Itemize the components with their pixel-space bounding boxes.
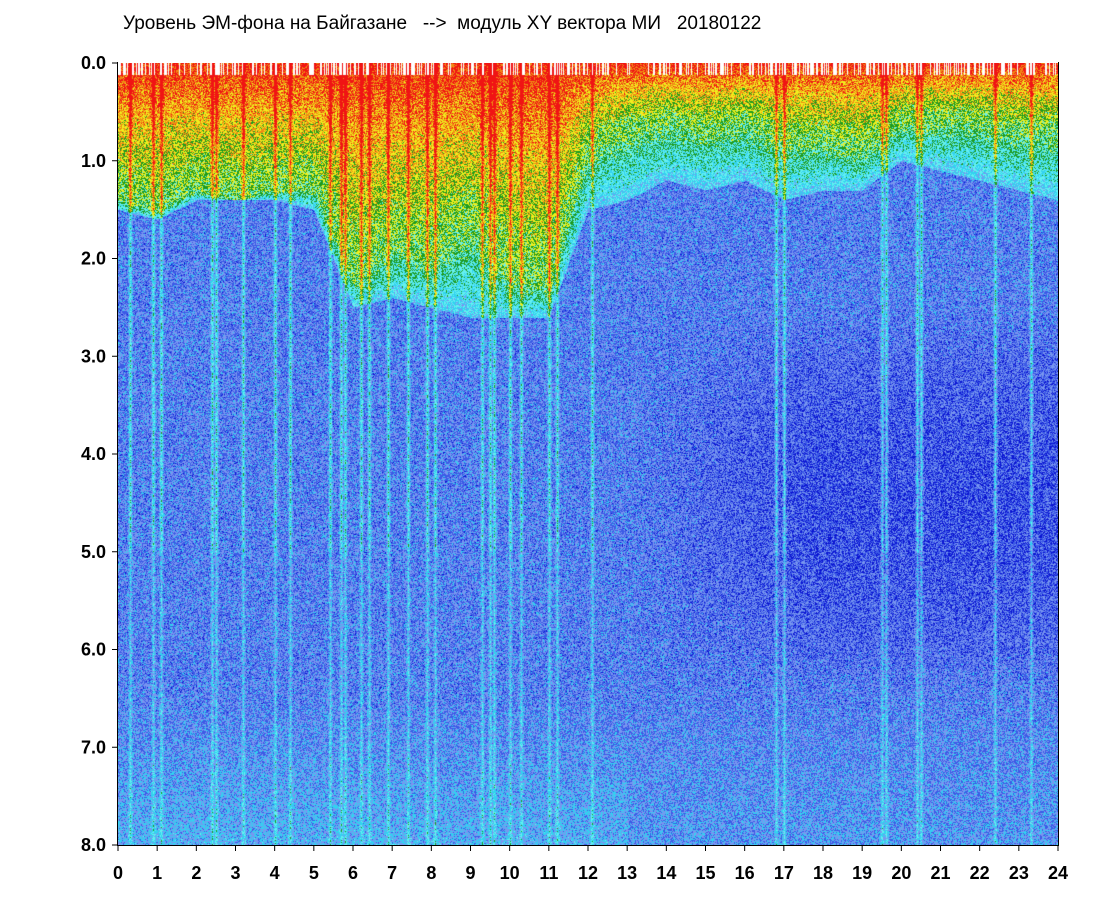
x-tick-label: 4 (270, 863, 280, 883)
x-tick-label: 22 (970, 863, 990, 883)
y-tick-label: 5.0 (81, 542, 106, 562)
x-tick-label: 17 (774, 863, 794, 883)
heatmap-canvas (118, 63, 1058, 845)
y-tick-label: 4.0 (81, 444, 106, 464)
y-tick-label: 8.0 (81, 835, 106, 855)
x-tick-label: 16 (735, 863, 755, 883)
x-tick-label: 8 (426, 863, 436, 883)
y-tick-group: 0.0 1.0 2.0 3.0 4.0 5.0 6.0 7.0 8.0 (81, 53, 118, 855)
y-tick-label: 2.0 (81, 249, 106, 269)
y-tick-label: 3.0 (81, 346, 106, 366)
x-tick-label: 15 (695, 863, 715, 883)
x-tick-label: 10 (500, 863, 520, 883)
x-tick-label: 20 (891, 863, 911, 883)
heatmap-container (118, 63, 1058, 845)
x-tick-label: 0 (113, 863, 123, 883)
x-tick-label: 19 (852, 863, 872, 883)
x-tick-label: 5 (309, 863, 319, 883)
y-tick-label: 0.0 (81, 53, 106, 73)
x-tick-label: 11 (539, 863, 558, 883)
y-tick-label: 7.0 (81, 737, 106, 757)
x-tick-group: 0 1 2 3 4 5 6 7 8 9 10 11 12 13 14 15 16 17 18 19 20 21 22 23 24 (113, 845, 1068, 883)
x-tick-label: 9 (465, 863, 475, 883)
chart-title: Уровень ЭМ-фона на Байгазане --> модуль … (123, 13, 761, 34)
x-tick-label: 13 (617, 863, 637, 883)
x-tick-label: 7 (387, 863, 397, 883)
x-tick-label: 24 (1048, 863, 1068, 883)
x-tick-label: 1 (152, 863, 162, 883)
x-tick-label: 12 (578, 863, 598, 883)
x-tick-label: 14 (656, 863, 676, 883)
x-tick-label: 23 (1009, 863, 1029, 883)
x-tick-label: 18 (813, 863, 833, 883)
y-tick-label: 1.0 (81, 151, 106, 171)
y-tick-label: 6.0 (81, 640, 106, 660)
x-tick-label: 2 (191, 863, 201, 883)
x-tick-label: 6 (348, 863, 358, 883)
x-tick-label: 21 (930, 863, 950, 883)
x-tick-label: 3 (230, 863, 240, 883)
